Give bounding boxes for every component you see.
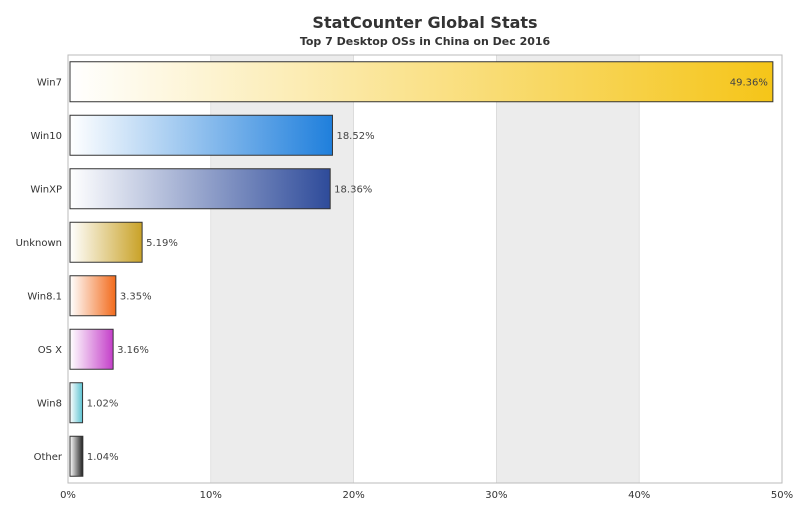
data-label: 3.16%	[117, 345, 149, 356]
category-label: Win10	[30, 131, 62, 142]
bar-win8	[69, 382, 84, 424]
data-label: 1.04%	[87, 452, 119, 463]
data-label: 1.02%	[87, 398, 119, 409]
x-tick-label: 20%	[342, 490, 364, 501]
data-label: 5.19%	[146, 238, 178, 249]
category-label: Unknown	[16, 238, 62, 249]
bar-other	[69, 435, 84, 477]
x-tick-label: 40%	[628, 490, 650, 501]
x-tick-label: 0%	[60, 490, 76, 501]
category-label: OS X	[38, 345, 62, 356]
category-label: Win7	[37, 77, 62, 88]
bars-group	[69, 61, 774, 477]
bar-winxp	[69, 168, 331, 210]
chart-title: StatCounter Global Stats	[312, 13, 537, 32]
data-label: 18.52%	[336, 131, 374, 142]
category-label: Other	[34, 452, 63, 463]
grid-band	[353, 54, 497, 484]
x-tick-label: 30%	[485, 490, 507, 501]
data-label: 18.36%	[334, 184, 372, 195]
bar-win8-1	[69, 275, 117, 317]
category-labels: Win7 Win10 WinXP Unknown Win8.1 OS X Win8 Other	[16, 77, 63, 463]
bar-win10	[69, 114, 333, 156]
bar-unknown	[69, 221, 143, 263]
x-tick-label: 50%	[771, 490, 793, 501]
data-label: 49.36%	[730, 77, 768, 88]
bar-os-x	[69, 328, 114, 370]
x-axis-ticks: 0% 10% 20% 30% 40% 50%	[60, 490, 793, 501]
data-label: 3.35%	[120, 291, 152, 302]
data-labels: 49.36% 18.52% 18.36% 5.19% 3.35% 3.16% 1.02% 1.…	[87, 77, 768, 463]
grid-band	[638, 54, 783, 484]
bar-win7	[69, 61, 774, 103]
category-label: Win8.1	[27, 291, 62, 302]
x-tick-label: 10%	[200, 490, 222, 501]
chart-subtitle: Top 7 Desktop OSs in China on Dec 2016	[300, 35, 551, 48]
category-label: Win8	[37, 398, 62, 409]
plot-area-frame	[67, 54, 783, 484]
grid-band	[496, 54, 640, 484]
category-label: WinXP	[30, 184, 62, 195]
